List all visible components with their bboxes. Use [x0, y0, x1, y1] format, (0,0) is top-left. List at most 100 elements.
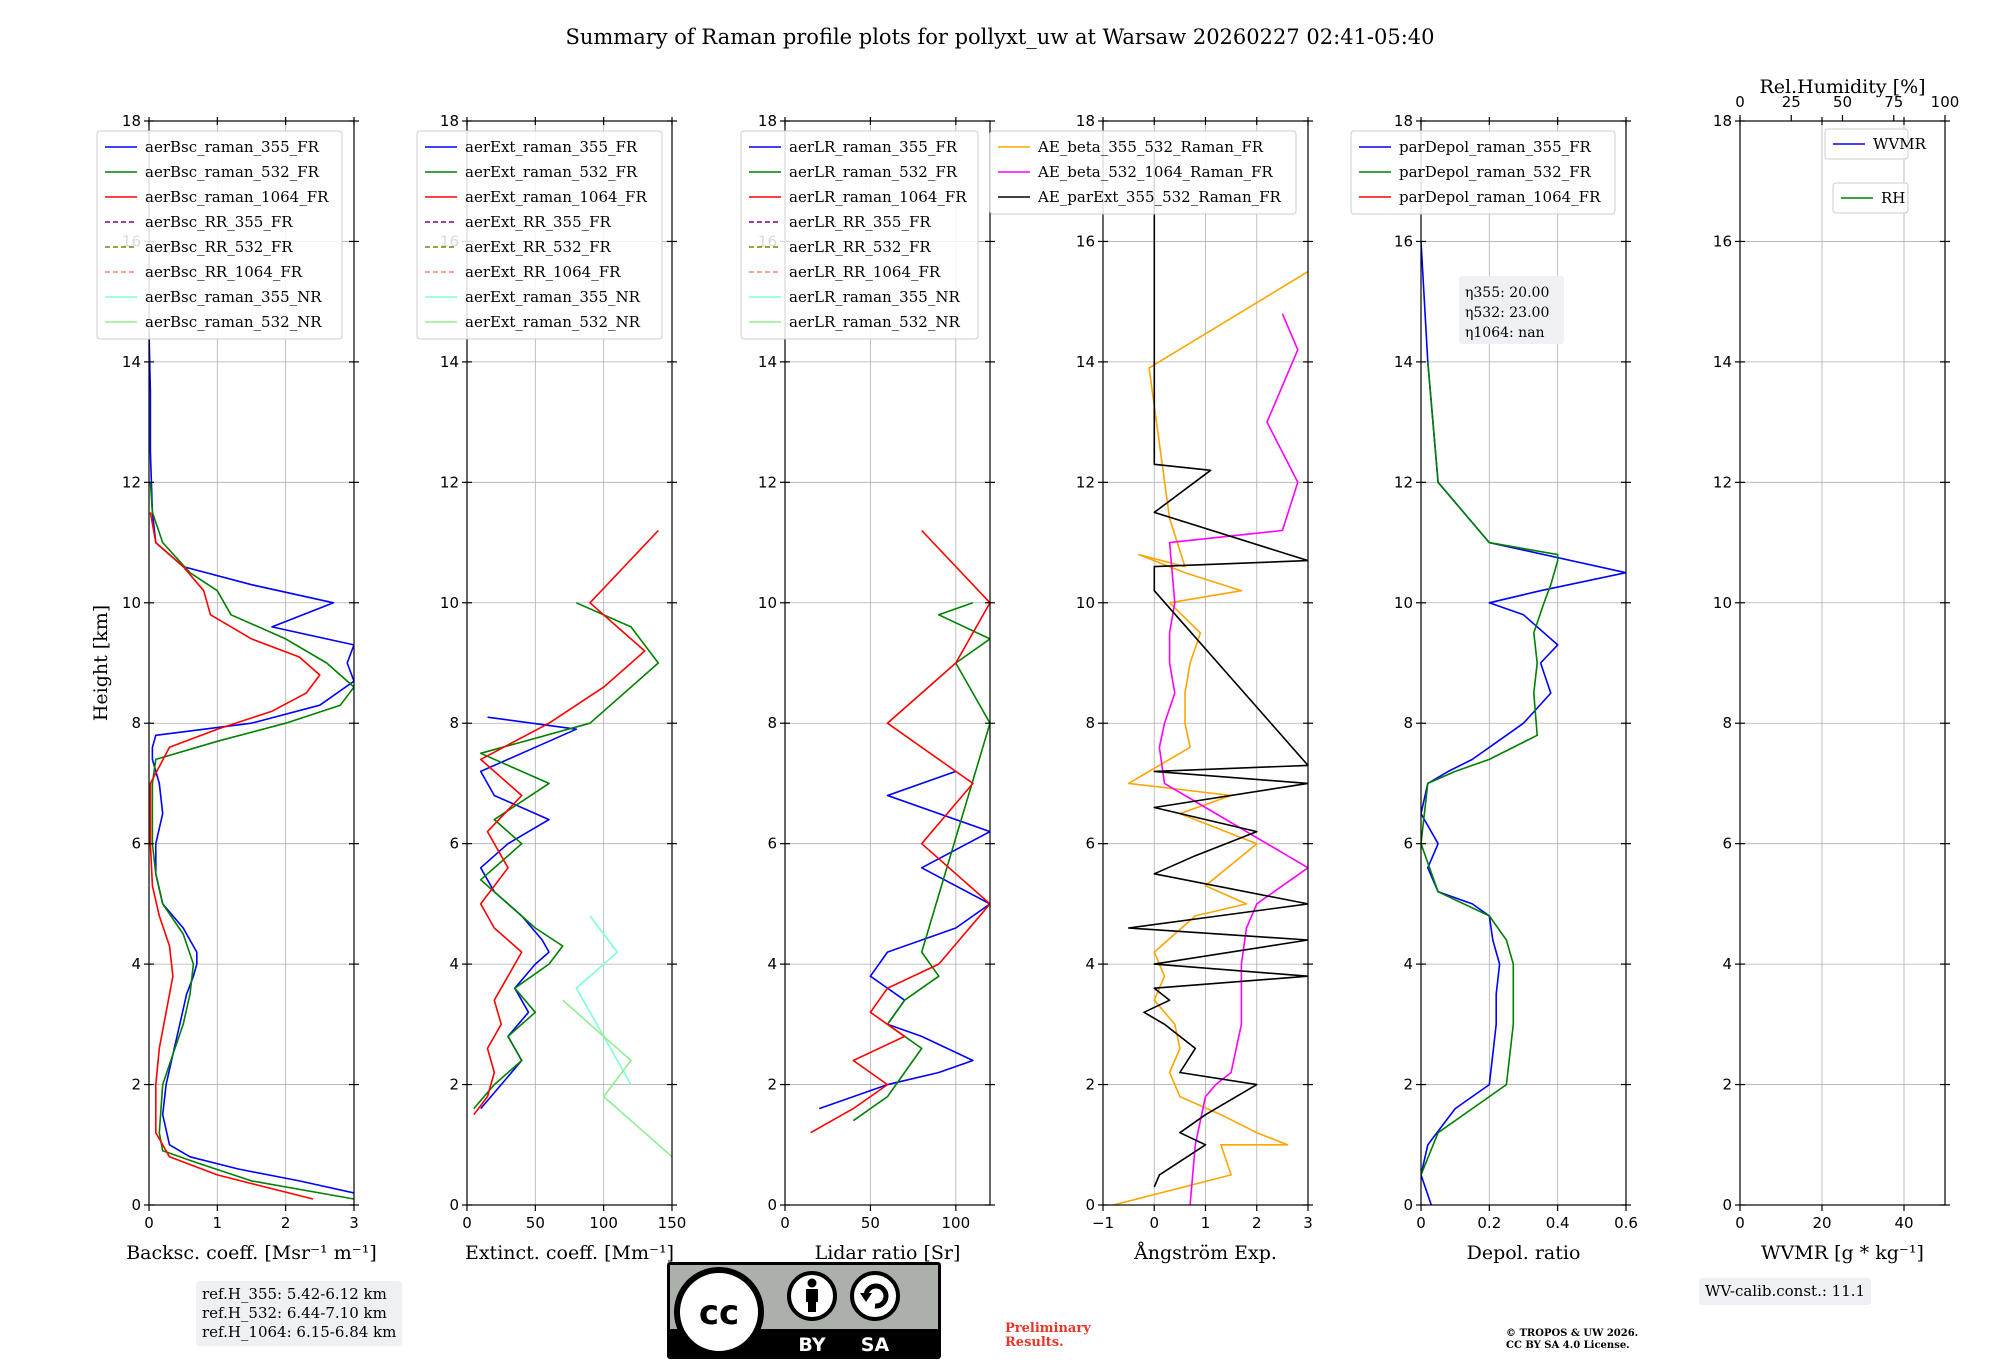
y-tick-label: 14: [1394, 353, 1413, 371]
y-tick-label: 2: [449, 1076, 459, 1094]
x-tick-label: −1: [1092, 1214, 1114, 1232]
axes-frame: [148, 120, 355, 1206]
series-line-aerExt_raman_355_FR: [479, 716, 578, 1110]
x-tick-label: 2: [1252, 1214, 1262, 1232]
x-axis-label: Backsc. coeff. [Msr⁻¹ m⁻¹]: [126, 1242, 377, 1264]
annotation-line: η1064: nan: [1465, 325, 1545, 341]
copyright-line-1: © TROPOS & UW 2026.: [1506, 1328, 1639, 1339]
legend-label: RH: [1881, 189, 1905, 207]
legend-label: aerBsc_raman_355_NR: [145, 288, 322, 306]
legend-label: aerExt_RR_532_FR: [465, 238, 612, 256]
series-line-AE_parExt_355_532_Raman_FR: [1127, 151, 1308, 1188]
legend-box: [1824, 128, 1909, 160]
y-tick-label: 8: [1722, 714, 1732, 732]
legend-label: aerBsc_raman_355_FR: [145, 138, 320, 156]
x2-tick-label: 25: [1782, 93, 1801, 111]
y-tick-label: 0: [1722, 1196, 1732, 1214]
annotation-line: η532: 23.00: [1465, 305, 1549, 321]
series-line-aerExt_raman_1064_FR: [473, 529, 659, 1116]
x-tick-label: 20: [1812, 1214, 1831, 1232]
series-line-AE_beta_532_1064_Raman_FR: [1158, 313, 1308, 1205]
y-tick-label: 8: [131, 714, 141, 732]
ref-height-532: ref.H_532: 6.44-7.10 km: [202, 1304, 387, 1322]
y-tick-label: 8: [767, 714, 777, 732]
legend-label: AE_beta_355_532_Raman_FR: [1037, 138, 1264, 156]
eta-annotation: η355: 20.00 η532: 23.00 η1064: nan: [1459, 276, 1564, 344]
series-group: [1421, 241, 1626, 1205]
preliminary-results-note: Preliminary Results.: [1005, 1322, 1091, 1350]
y-tick-label: 2: [1403, 1076, 1413, 1094]
attribution-icon: [787, 1271, 837, 1321]
legend: aerLR_raman_355_FR aerLR_raman_532_FR aerL…: [740, 130, 979, 340]
legend-label: aerBsc_RR_355_FR: [145, 213, 293, 231]
sa-label: SA: [861, 1334, 890, 1356]
y-tick-label: 4: [449, 955, 459, 973]
legend-box: [96, 130, 343, 340]
y-tick-label: 6: [1403, 835, 1413, 853]
x-tick-label: 0: [1149, 1214, 1159, 1232]
cc-icon: cc: [674, 1267, 764, 1357]
x2-tick-label: 50: [1833, 93, 1852, 111]
legend-label: aerBsc_raman_532_NR: [145, 313, 322, 331]
series-line-aerExt_raman_355_NR: [575, 915, 632, 1085]
legend: parDepol_raman_355_FR parDepol_raman_532_…: [1350, 130, 1616, 215]
legend-label: aerBsc_RR_1064_FR: [145, 263, 303, 281]
y-tick-label: 4: [1403, 955, 1413, 973]
y-tick-label: 12: [440, 473, 459, 491]
y-tick-label: 0: [1085, 1196, 1095, 1214]
legend: aerExt_raman_355_FR aerExt_raman_532_FRae…: [416, 130, 663, 340]
y-tick-label: 10: [122, 594, 141, 612]
x-axis-label: Lidar ratio [Sr]: [815, 1242, 961, 1264]
panel-3: 024681012141618050100Lidar ratio [Sr]aer…: [740, 112, 995, 1264]
x-axis-label: Extinct. coeff. [Mm⁻¹]: [465, 1242, 674, 1264]
y-tick-label: 2: [1085, 1076, 1095, 1094]
y-tick-label: 14: [758, 353, 777, 371]
ref-height-355: ref.H_355: 5.42-6.12 km: [202, 1285, 387, 1303]
x-tick-label: 0: [1416, 1214, 1426, 1232]
legend: AE_beta_355_532_Raman_FR AE_beta_532_1064…: [989, 130, 1297, 215]
x-tick-label: 0: [780, 1214, 790, 1232]
copyright-line-2: CC BY SA 4.0 License.: [1506, 1340, 1630, 1351]
y-tick-label: 12: [1076, 473, 1095, 491]
legend-box: [416, 130, 663, 340]
legend-label: aerExt_raman_355_FR: [465, 138, 638, 156]
legend-label: AE_beta_532_1064_Raman_FR: [1037, 163, 1273, 181]
y-tick-label: 18: [1076, 112, 1095, 130]
y-tick-label: 0: [131, 1196, 141, 1214]
y-tick-label: 12: [1713, 473, 1732, 491]
y-tick-label: 16: [1713, 232, 1732, 250]
axes-frame: [466, 120, 673, 1206]
y-axis-label: Height [km]: [90, 605, 112, 721]
y-tick-label: 10: [1713, 594, 1732, 612]
y-tick-label: 0: [767, 1196, 777, 1214]
x-tick-label: 0.4: [1546, 1214, 1570, 1232]
y-tick-label: 4: [131, 955, 141, 973]
legend-label: aerLR_raman_355_NR: [789, 288, 960, 306]
y-tick-label: 0: [1403, 1196, 1413, 1214]
y-tick-label: 2: [767, 1076, 777, 1094]
legend: WVMR RH: [1824, 128, 1927, 214]
legend-box: [1350, 130, 1616, 215]
series-group: [473, 529, 672, 1158]
legend-label: aerExt_raman_355_NR: [465, 288, 641, 306]
y-tick-label: 18: [1713, 112, 1732, 130]
panel-2: 024681012141618050100150Extinct. coeff. …: [416, 112, 686, 1264]
y-tick-label: 18: [440, 112, 459, 130]
series-group: [149, 331, 354, 1200]
x-tick-label: 0: [144, 1214, 154, 1232]
axes-frame: [784, 120, 991, 1206]
cc-by-sa-badge: cc BY SA: [667, 1262, 941, 1359]
series-line-parDepol_raman_355_FR: [1421, 241, 1626, 1205]
series-line-aerExt_raman_532_NR: [562, 999, 672, 1158]
y-tick-label: 16: [1076, 232, 1095, 250]
y-tick-label: 10: [1394, 594, 1413, 612]
legend-label: aerLR_raman_532_NR: [789, 313, 960, 331]
legend-label: aerExt_RR_355_FR: [465, 213, 612, 231]
y-tick-label: 10: [440, 594, 459, 612]
y-tick-label: 18: [122, 112, 141, 130]
series-line-AE_beta_355_532_Raman_FR: [1113, 270, 1308, 1205]
y-tick-label: 6: [449, 835, 459, 853]
panels: 0246810121416180123Backsc. coeff. [Msr⁻¹…: [90, 76, 1959, 1264]
